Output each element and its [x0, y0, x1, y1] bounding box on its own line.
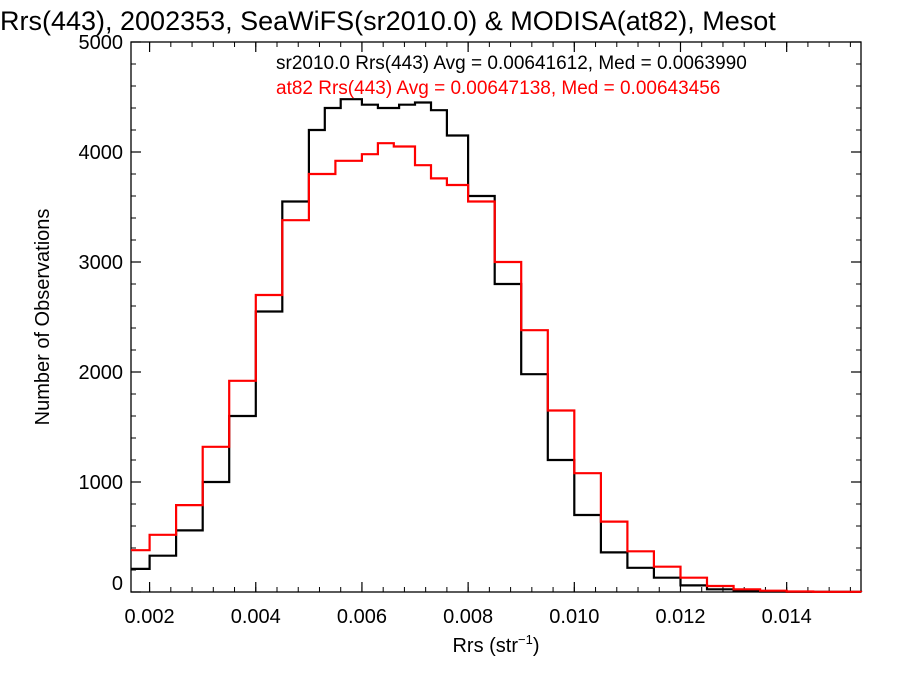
- series-1-histogram: [131, 142, 863, 593]
- series-layer: [131, 98, 863, 593]
- y-tick-label: 4000: [79, 142, 124, 164]
- x-axis-label-sup: −1: [518, 632, 533, 647]
- plot-frame: [130, 41, 862, 593]
- x-axis-label-close: ): [533, 635, 540, 657]
- chart-title: Rrs(443), 2002353, SeaWiFS(sr2010.0) & M…: [0, 6, 776, 36]
- y-tick-label: 1000: [79, 472, 124, 494]
- y-tick-label: 3000: [79, 252, 124, 274]
- x-tick-label: 0.012: [655, 606, 705, 628]
- annotation-at82: at82 Rrs(443) Avg = 0.00647138, Med = 0.…: [276, 78, 720, 99]
- x-axis-label: Rrs (str−1): [452, 632, 539, 657]
- x-tick-label: 0.006: [337, 606, 387, 628]
- x-tick-label: 0.004: [231, 606, 281, 628]
- x-tick-label: 0.014: [762, 606, 812, 628]
- y-tick-label: 5000: [79, 32, 124, 54]
- y-axis-label: Number of Observations: [32, 209, 54, 426]
- x-tick-label: 0.002: [125, 606, 175, 628]
- x-tick-label: 0.010: [549, 606, 599, 628]
- y-tick-label: 2000: [79, 362, 124, 384]
- x-axis-label-main: Rrs (str: [452, 635, 518, 657]
- axis-ticks: 0.002 0.004 0.006 0.008 0.010 0.012 0.014 0 1000…: [79, 32, 861, 628]
- x-tick-label: 0.008: [443, 606, 493, 628]
- annotation-sr2010: sr2010.0 Rrs(443) Avg = 0.00641612, Med …: [276, 53, 747, 74]
- series-0-histogram: [131, 98, 863, 593]
- y-tick-label: 0: [112, 573, 123, 595]
